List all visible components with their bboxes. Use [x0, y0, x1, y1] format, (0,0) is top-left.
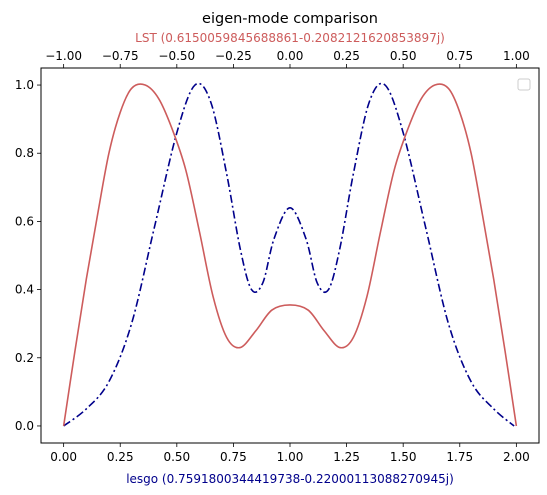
x-tick-label: 1.00: [277, 450, 304, 464]
chart-title: eigen-mode comparison: [202, 11, 378, 27]
top-x-tick-label: 1.00: [503, 49, 530, 63]
y-tick-label: 0.4: [15, 283, 34, 297]
series-1-line: [63, 82, 515, 427]
x-tick-label: 2.00: [503, 450, 530, 464]
y-tick-label: 0.8: [15, 146, 34, 160]
top-x-tick-label: −1.00: [45, 49, 82, 63]
y-tick-label: 0.6: [15, 214, 34, 228]
plot-area: [62, 82, 518, 427]
top-x-tick-label: −0.25: [215, 49, 252, 63]
x-tick-label: 1.75: [446, 450, 473, 464]
bottom-axis-label: lesgo (0.7591800344419738-0.220001130882…: [126, 472, 454, 486]
top-x-tick-label: 0.25: [333, 49, 360, 63]
x-tick-label: 0.50: [163, 450, 190, 464]
y-tick-label: 0.0: [15, 419, 34, 433]
x-tick-label: 0.00: [50, 450, 77, 464]
top-x-tick-label: 0.75: [446, 49, 473, 63]
x-tick-label: 1.25: [333, 450, 360, 464]
legend-box: [517, 78, 531, 91]
top-x-tick-label: 0.00: [277, 49, 304, 63]
top-x-tick-label: −0.50: [158, 49, 195, 63]
top-axis-label: LST (0.6150059845688861-0.20821216208538…: [135, 31, 445, 45]
x-tick-label: 0.75: [220, 450, 247, 464]
x-tick-label: 1.50: [390, 450, 417, 464]
x-tick-label: 0.25: [107, 450, 134, 464]
top-x-tick-label: 0.50: [390, 49, 417, 63]
y-tick-label: 1.0: [15, 78, 34, 92]
top-x-tick-label: −0.75: [102, 49, 139, 63]
y-tick-label: 0.2: [15, 351, 34, 365]
series-2-line: [62, 83, 518, 427]
